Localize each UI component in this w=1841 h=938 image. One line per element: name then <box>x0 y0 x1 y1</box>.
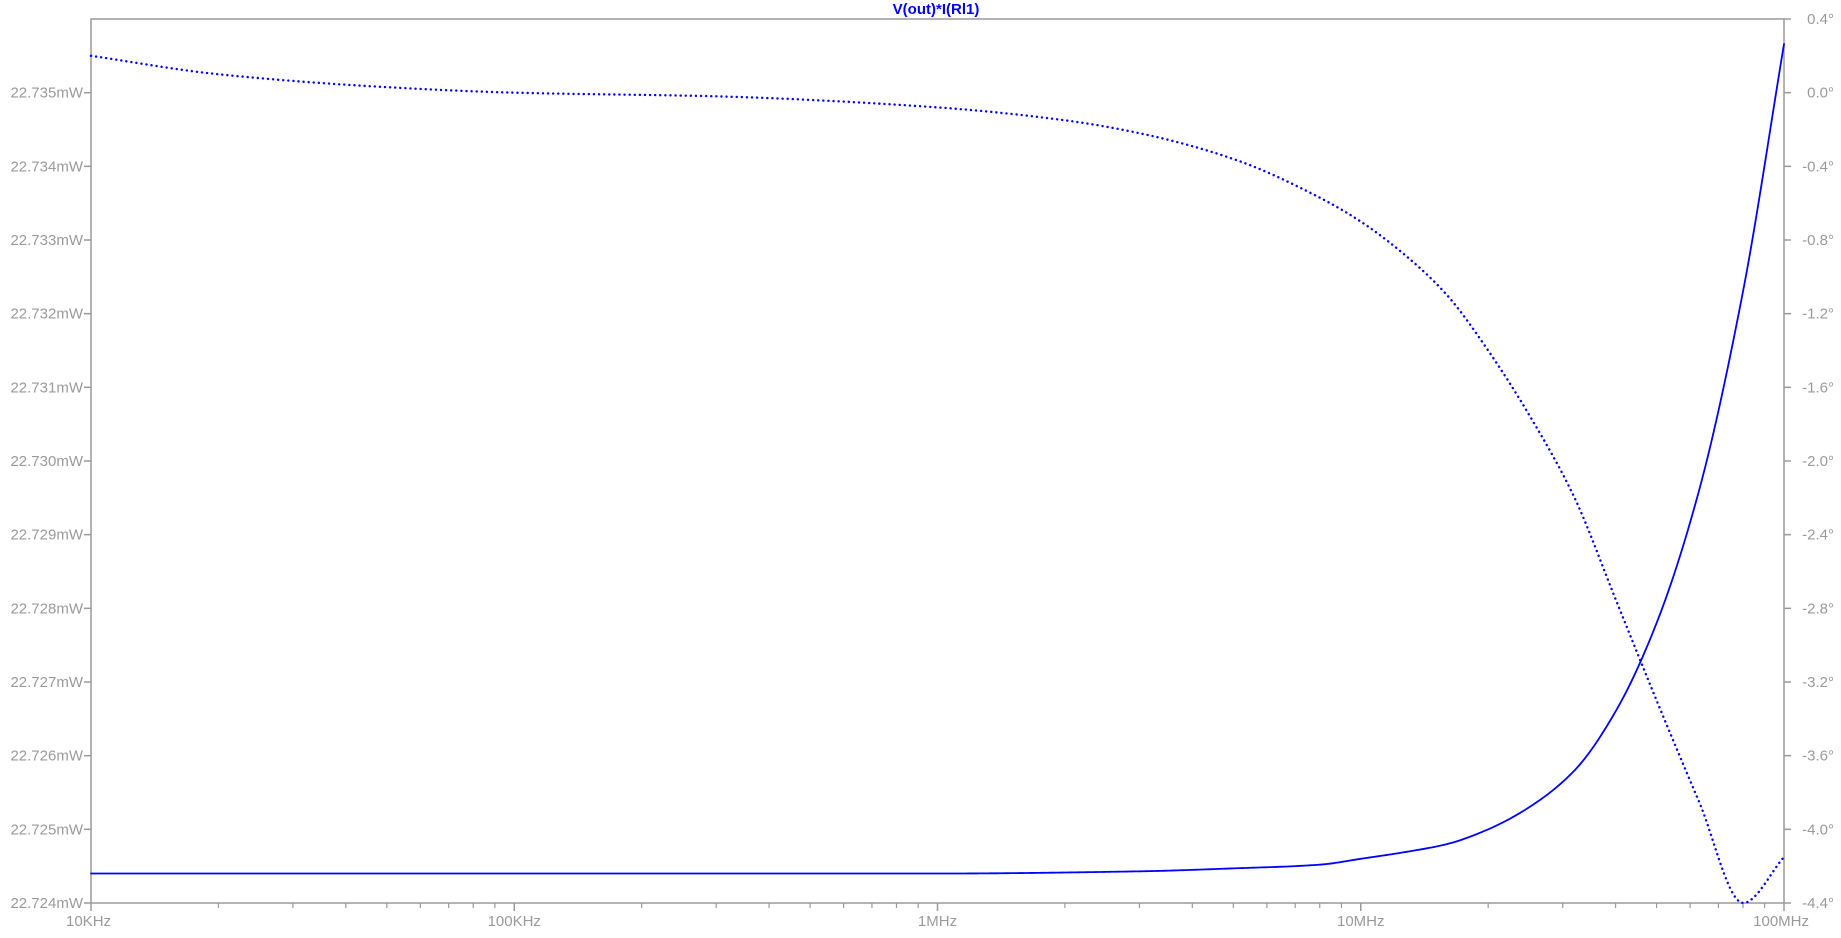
plot-frame <box>90 18 1785 904</box>
right-y-tick-label: -1.2° <box>1802 306 1834 323</box>
left-y-tick-label: 22.733mW <box>10 232 83 249</box>
x-tick-label: 1MHz <box>918 913 957 930</box>
left-y-tick-label: 22.727mW <box>10 674 83 691</box>
left-y-tick-label: 22.729mW <box>10 527 83 544</box>
right-y-tick-label: -4.0° <box>1802 821 1834 838</box>
right-y-tick-label: 0.4° <box>1807 11 1834 28</box>
left-y-tick-label: 22.728mW <box>10 600 83 617</box>
left-y-tick-label: 22.730mW <box>10 453 83 470</box>
magnitude-series-line <box>90 43 1785 875</box>
right-y-tick-label: -0.4° <box>1802 158 1834 175</box>
left-y-tick-label: 22.726mW <box>10 748 83 765</box>
right-y-tick-label: -2.8° <box>1802 600 1834 617</box>
left-y-tick-label: 22.725mW <box>10 821 83 838</box>
left-y-tick-label: 22.724mW <box>10 895 83 912</box>
chart-title: V(out)*I(Rl1) <box>893 1 980 18</box>
x-axis: 10KHz 100KHz 1MHz 10MHz 100MHz <box>66 903 1809 930</box>
right-y-tick-label: -0.8° <box>1802 232 1834 249</box>
right-y-tick-label: -1.6° <box>1802 379 1834 396</box>
phase-series-line <box>89 54 1786 905</box>
left-y-tick-label: 22.734mW <box>10 158 83 175</box>
right-y-tick-label: -3.2° <box>1802 674 1834 691</box>
left-y-tick-label: 22.731mW <box>10 379 83 396</box>
x-tick-label: 10MHz <box>1337 913 1385 930</box>
left-y-tick-label: 22.735mW <box>10 85 83 102</box>
right-y-axis: -4.4° -4.0° -3.6° -3.2° -2.8° -2.4° -2.0° -1.6°… <box>1784 11 1834 912</box>
x-tick-label: 10KHz <box>66 913 111 930</box>
right-y-tick-label: -2.4° <box>1802 527 1834 544</box>
right-y-tick-label: 0.0° <box>1807 85 1834 102</box>
x-tick-label: 100MHz <box>1753 913 1809 930</box>
right-y-tick-label: -4.4° <box>1802 895 1834 912</box>
left-y-tick-label: 22.732mW <box>10 306 83 323</box>
right-y-tick-label: -3.6° <box>1802 748 1834 765</box>
x-tick-label: 100KHz <box>488 913 541 930</box>
right-y-tick-label: -2.0° <box>1802 453 1834 470</box>
left-y-axis: 22.724mW 22.725mW 22.726mW 22.727mW 22.728mW… <box>10 85 91 912</box>
series-layer <box>89 43 1786 905</box>
